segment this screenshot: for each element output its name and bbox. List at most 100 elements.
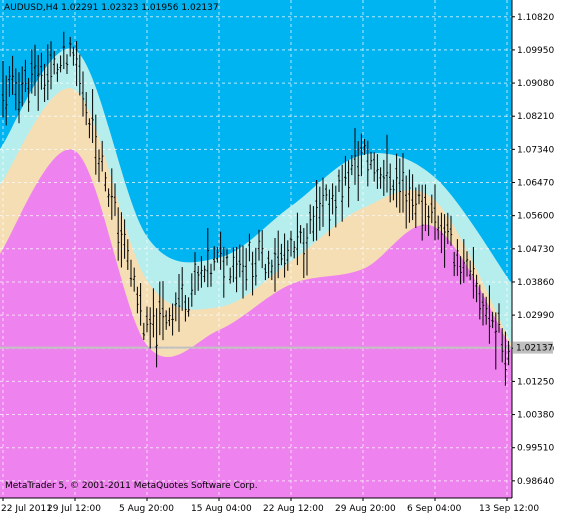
- price-bar: [193, 252, 197, 295]
- price-bar: [357, 141, 360, 202]
- price-bar: [248, 233, 251, 262]
- price-bar: [430, 194, 433, 224]
- price-bar: [414, 187, 417, 228]
- price-bar: [56, 63, 59, 82]
- price-bar: [497, 303, 501, 333]
- price-bar: [267, 250, 270, 279]
- price-bar: [270, 259, 273, 281]
- price-bar: [78, 54, 81, 96]
- price-bar: [5, 75, 8, 126]
- price-bar: [49, 41, 53, 90]
- price-bar: [283, 233, 286, 278]
- price-bar: [97, 149, 101, 183]
- price-bar: [171, 303, 174, 336]
- price-bar: [40, 52, 43, 90]
- price-bar: [238, 244, 241, 278]
- price-bar: [257, 229, 261, 261]
- price-bar: [421, 184, 424, 241]
- ohlc-label: 1.02291 1.02323 1.01956 1.02137: [61, 3, 219, 13]
- price-bar: [110, 168, 113, 220]
- price-bar: [491, 311, 494, 329]
- price-bar: [161, 280, 165, 341]
- price-bar: [8, 66, 11, 97]
- price-bar: [181, 267, 184, 311]
- price-bar: [155, 308, 158, 368]
- price-bar: [427, 205, 430, 236]
- price-bar: [213, 246, 216, 271]
- price-bar: [65, 54, 69, 75]
- price-bar: [385, 134, 389, 193]
- price-bar: [85, 92, 88, 126]
- price-bar: [200, 256, 203, 288]
- price-bar: [241, 245, 245, 299]
- price-bar: [485, 296, 488, 325]
- price-bar: [264, 263, 267, 281]
- time-tick-label: 5 Aug 20:00: [119, 504, 174, 514]
- price-bar: [165, 310, 168, 330]
- price-bar: [494, 312, 497, 370]
- price-bar: [469, 260, 472, 281]
- price-bar: [459, 256, 462, 285]
- price-tick-label: 0.98640: [517, 477, 554, 487]
- price-bar: [219, 231, 222, 270]
- price-tick-label: 1.08210: [517, 112, 554, 122]
- price-bar: [24, 59, 27, 93]
- symbol-info: AUDUSD,H4 1.02291 1.02323 1.01956 1.0213…: [4, 3, 219, 13]
- time-tick-label: 15 Aug 04:00: [191, 504, 252, 514]
- price-bar: [465, 251, 469, 277]
- price-bar: [197, 265, 200, 291]
- price-bar: [411, 174, 414, 221]
- price-bar: [17, 72, 21, 124]
- price-bar: [379, 167, 382, 189]
- price-tick-label: 1.07340: [517, 145, 554, 155]
- price-bar: [254, 247, 257, 286]
- price-bar: [341, 164, 344, 222]
- price-bar: [309, 204, 312, 234]
- price-bar: [33, 44, 37, 97]
- time-tick-label: 29 Aug 20:00: [335, 504, 396, 514]
- price-bar: [286, 240, 289, 271]
- price-bar: [360, 133, 363, 177]
- time-tick-label: 13 Sep 12:00: [479, 504, 539, 514]
- price-bar: [1, 60, 5, 118]
- price-bar: [437, 215, 440, 240]
- price-bars: [1, 31, 510, 386]
- price-bar: [21, 66, 24, 107]
- price-tick-label: 1.01250: [517, 377, 554, 387]
- price-bar: [59, 55, 62, 73]
- price-bar: [62, 31, 65, 70]
- price-bar: [129, 259, 133, 287]
- price-bar: [94, 114, 97, 175]
- price-bar: [203, 265, 206, 283]
- price-bar: [488, 285, 491, 344]
- price-bar: [315, 179, 318, 241]
- price-bar: [456, 239, 459, 276]
- price-bar: [382, 159, 385, 196]
- price-bar: [152, 288, 155, 338]
- price-tick-label: 1.00380: [517, 411, 554, 421]
- price-tick-label: 1.05600: [517, 212, 554, 222]
- price-bar: [481, 293, 485, 326]
- price-tick-label: 1.03860: [517, 278, 554, 288]
- price-bar: [293, 240, 296, 259]
- price-bar: [424, 184, 427, 232]
- price-bar: [401, 153, 405, 213]
- price-tick-label: 1.10820: [517, 13, 554, 23]
- price-bar: [475, 274, 478, 303]
- price-bar: [389, 163, 392, 203]
- current-price-tag-box: [513, 341, 553, 354]
- price-axis: 1.10820 1.09950 1.09080 1.08210 1.07340 1.064…: [511, 0, 554, 498]
- price-bar: [120, 212, 123, 268]
- price-bar: [408, 169, 411, 223]
- time-tick-label: 6 Sep 04:00: [407, 504, 462, 514]
- price-bar: [149, 307, 152, 349]
- price-tick-label: 0.99510: [517, 444, 554, 454]
- price-bar: [446, 212, 449, 245]
- price-bar: [350, 155, 353, 176]
- copyright-text: MetaTrader 5, © 2001-2011 MetaQuotes Sof…: [5, 481, 258, 491]
- price-bar: [353, 128, 357, 185]
- price-bar: [229, 267, 232, 284]
- price-bar: [273, 237, 277, 292]
